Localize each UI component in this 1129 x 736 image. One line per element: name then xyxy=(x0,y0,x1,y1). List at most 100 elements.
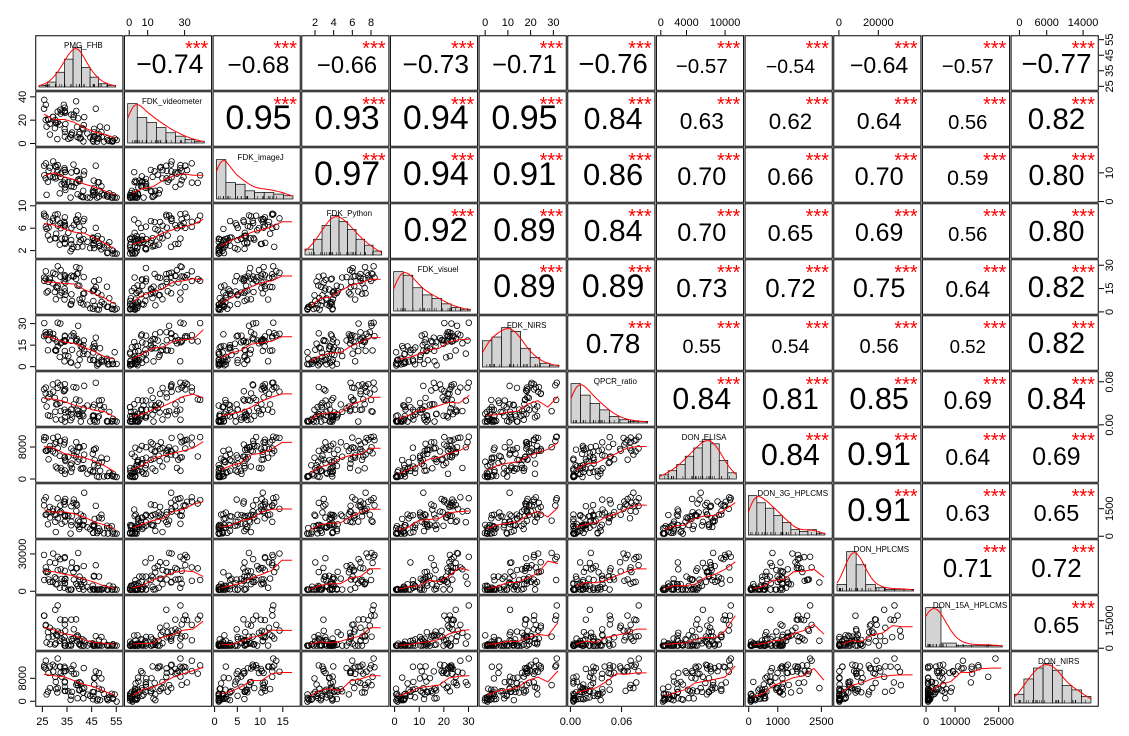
scatter-point xyxy=(95,131,103,138)
scatter-point xyxy=(70,330,77,337)
cell-6-5 xyxy=(478,371,567,427)
cell-3-3: FDK_Python xyxy=(301,203,390,259)
scatter-point xyxy=(44,232,52,239)
scatter-point xyxy=(508,416,515,423)
scatter-point xyxy=(150,192,157,200)
scatter-point xyxy=(41,319,48,327)
cell-1-10: 0.56*** xyxy=(921,91,1011,147)
scatter-point xyxy=(62,109,69,117)
cell-5-7: 0.55*** xyxy=(655,315,745,371)
cell-7-7: DON_ELISA xyxy=(655,427,745,483)
scatter-point xyxy=(89,356,97,364)
scatter-point xyxy=(219,403,226,411)
scatter-point xyxy=(444,414,452,421)
scatter-point xyxy=(329,306,336,313)
cell-frame xyxy=(567,203,656,259)
scatter-point xyxy=(165,407,173,415)
scatter-point xyxy=(93,418,101,425)
cell-1-1: FDK_videometer xyxy=(123,91,213,147)
scatter-point xyxy=(237,416,245,423)
scatter-point xyxy=(226,302,234,309)
cell-frame xyxy=(35,147,124,203)
scatter-point xyxy=(67,236,75,244)
cell-1-8: 0.62*** xyxy=(744,91,833,147)
scatter-point xyxy=(317,418,325,425)
cell-2-11: 0.80*** xyxy=(1010,147,1099,203)
scatter-point xyxy=(70,447,77,454)
cell-frame xyxy=(567,315,656,371)
scatter-point xyxy=(139,239,146,246)
scatter-point xyxy=(418,332,425,339)
cell-1-2: 0.95*** xyxy=(212,91,301,147)
scatter-point xyxy=(62,234,69,241)
scatter-point xyxy=(232,220,239,227)
scatter-point xyxy=(523,388,530,395)
scatter-point xyxy=(130,216,138,223)
smoother-line xyxy=(309,278,381,307)
cell-7-10: 0.64*** xyxy=(921,427,1011,483)
scatter-point xyxy=(261,272,269,279)
scatter-point xyxy=(276,269,283,276)
cell-1-3: 0.93*** xyxy=(301,91,390,147)
scatter-point xyxy=(327,343,334,350)
scatter-point xyxy=(133,232,140,240)
scatter-point xyxy=(164,412,171,419)
scatter-point xyxy=(149,234,156,242)
cell-8-0 xyxy=(35,483,124,539)
histogram-bar xyxy=(235,183,246,200)
scatter-point xyxy=(62,120,69,128)
cell-10-6 xyxy=(567,595,656,651)
scatter-point xyxy=(355,347,362,355)
scatter-point xyxy=(330,394,337,402)
cell-7-11: 0.69*** xyxy=(1010,427,1099,483)
scatter-point xyxy=(51,124,59,132)
scatter-point xyxy=(261,384,268,392)
density-curve xyxy=(481,328,560,367)
histogram-bar xyxy=(431,298,442,312)
cell-frame xyxy=(1010,35,1099,91)
cell-2-2: FDK_imageJ xyxy=(212,147,301,203)
scatter-point xyxy=(142,179,149,186)
scatter-point xyxy=(156,351,163,359)
histogram-bar xyxy=(765,507,775,536)
scatter-point xyxy=(44,288,52,295)
scatter-point xyxy=(215,402,222,409)
cell-frame xyxy=(389,91,479,147)
scatter-point xyxy=(276,215,283,222)
scatter-point xyxy=(188,223,195,231)
cell-0-0: PMG_FHB xyxy=(35,35,124,91)
cell-8-10: 0.63*** xyxy=(921,483,1011,539)
scatter-point xyxy=(226,290,234,297)
scatter-point xyxy=(495,397,502,404)
scatter-point xyxy=(440,337,448,344)
scatter-point xyxy=(441,319,448,327)
histogram-bar xyxy=(884,589,895,592)
scatter-point xyxy=(68,297,76,305)
correlation-value: 0.92 xyxy=(404,212,468,249)
scatter-point xyxy=(76,356,83,363)
histogram-bar xyxy=(55,71,65,88)
scatter-point xyxy=(109,360,116,368)
scatter-point xyxy=(61,333,69,340)
cell-frame xyxy=(389,147,479,203)
scatter-point xyxy=(42,447,49,454)
scatter-point xyxy=(142,297,149,305)
variable-label: DON_HPLCMS xyxy=(854,545,910,554)
scatter-point xyxy=(259,406,266,414)
scatter-point xyxy=(188,160,195,167)
scatter-point xyxy=(68,414,76,421)
cell-6-1 xyxy=(123,371,213,427)
scatter-point xyxy=(86,194,94,201)
significance-stars: *** xyxy=(894,150,918,172)
scatter-point xyxy=(150,358,157,365)
scatter-point xyxy=(503,403,510,411)
scatter-point xyxy=(240,217,247,224)
scatter-point xyxy=(177,164,184,172)
scatter-point xyxy=(266,347,274,354)
cell-8-2 xyxy=(212,483,301,539)
scatter-point xyxy=(139,354,146,361)
cell-frame xyxy=(655,371,745,427)
smoother-line xyxy=(43,113,115,139)
scatter-point xyxy=(62,240,69,248)
scatter-point xyxy=(147,187,155,195)
